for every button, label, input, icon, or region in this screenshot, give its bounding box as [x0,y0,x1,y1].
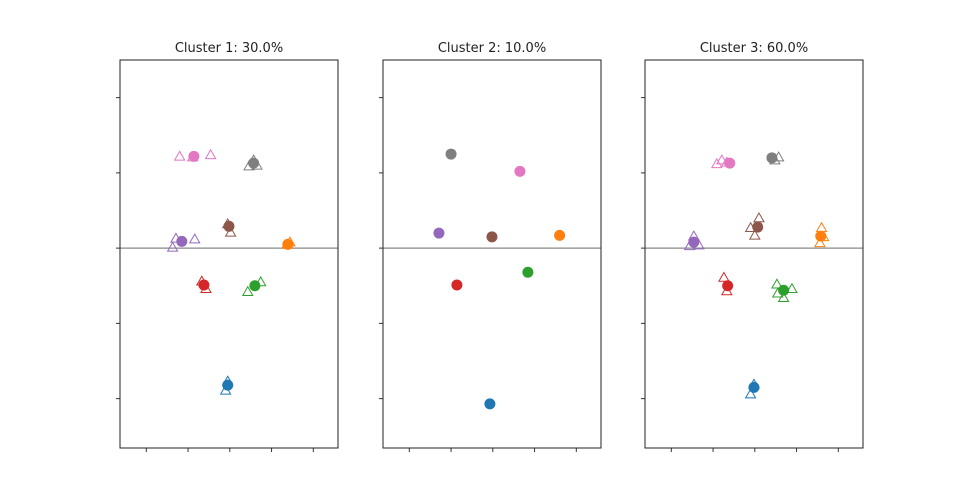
center-point-pink [724,157,736,169]
center-point-green [249,280,261,292]
member-triangle-green [771,278,783,289]
center-point-red [451,279,463,291]
center-point-brown [223,220,235,232]
center-point-pink [188,150,200,162]
member-triangle-pink [204,148,217,160]
member-triangle-brown [748,229,761,240]
center-point-brown [486,231,498,243]
member-triangle-green [254,275,267,287]
center-point-gray [445,148,457,160]
member-triangle-red [718,271,730,282]
center-point-orange [282,238,294,250]
member-triangle-green [786,282,798,294]
center-point-green [778,284,790,296]
center-point-gray [248,157,260,169]
member-triangle-pink [173,150,186,161]
panel-title: Cluster 2: 10.0% [438,41,546,56]
member-triangle-green [241,285,254,297]
axes-frame [644,59,864,449]
center-point-red [198,279,210,291]
member-triangle-pink [715,154,728,165]
center-point-purple [433,227,445,239]
center-point-purple [176,235,188,247]
center-point-blue [222,379,234,391]
center-point-blue [748,381,760,393]
member-triangle-orange [814,236,826,248]
panel-2: Cluster 2: 10.0% [379,41,602,452]
panel-title: Cluster 1: 30.0% [175,41,283,56]
member-triangle-pink [710,157,723,169]
center-point-orange [815,230,827,242]
member-triangle-blue [744,388,757,399]
member-triangle-purple [166,241,179,252]
center-point-blue [484,398,496,410]
center-point-purple [688,236,700,248]
center-point-brown [752,221,764,233]
axes-frame [119,59,339,449]
center-point-gray [766,152,778,164]
center-point-red [722,280,734,292]
panel-1: Cluster 1: 30.0% [116,41,339,452]
panel-3: Cluster 3: 60.0% [641,41,864,452]
center-point-orange [554,229,566,241]
center-point-pink [514,165,526,177]
axes-frame [382,59,602,449]
panel-title: Cluster 3: 60.0% [700,41,808,56]
center-point-green [522,266,534,278]
member-triangle-purple [188,233,201,244]
